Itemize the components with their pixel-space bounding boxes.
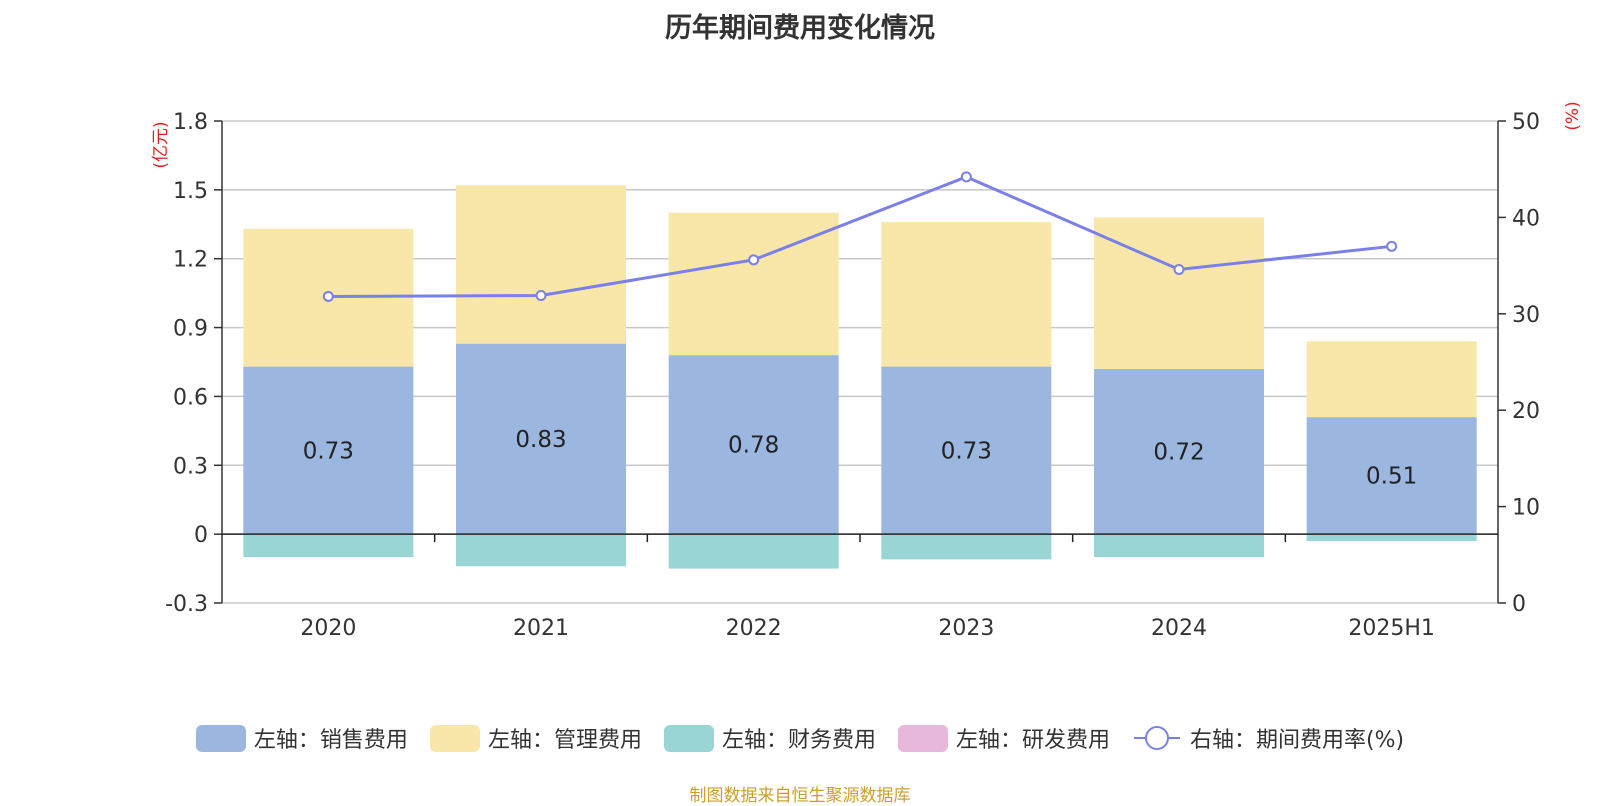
- rate-point-2020: [322, 290, 334, 302]
- legend-label-finance: 左轴：财务费用: [721, 728, 876, 753]
- legend-swatch-rate: [1133, 726, 1180, 750]
- legend-label-rd: 左轴：研发费用: [955, 728, 1110, 753]
- bar-finance-2022: [668, 534, 839, 569]
- y-left-tick-label: 1.8: [173, 110, 208, 135]
- y-right-tick-label: 10: [1512, 496, 1540, 521]
- bar-admin-2024: [1094, 217, 1264, 369]
- y-right-tick-label: 50: [1512, 110, 1540, 135]
- data-label: 0.51: [1366, 464, 1417, 490]
- data-label: 0.73: [941, 438, 992, 464]
- legend-item-sales[interactable]: 左轴：销售费用: [195, 722, 408, 754]
- y-left-tick-label: -0.3: [165, 592, 208, 617]
- bar-sales-2020: [243, 366, 414, 535]
- bar-admin-2022: [668, 212, 839, 356]
- bar-sales-2024: [1094, 368, 1264, 535]
- rate-line: [328, 175, 1392, 298]
- legend-swatch-finance: [663, 724, 714, 752]
- y-right-tick-label: 40: [1512, 206, 1540, 231]
- bar-admin-2021: [456, 185, 626, 344]
- x-tick-label: 2024: [1151, 616, 1207, 641]
- bar-sales-2025H1: [1306, 417, 1477, 535]
- legend-label-admin: 左轴：管理费用: [487, 728, 642, 753]
- bar-sales-2022: [668, 355, 839, 535]
- x-tick-label: 2021: [513, 616, 569, 641]
- chart-canvas: -0.3 0 0.3 0.6 0.9 1.2 1.5 1.8 0 10 20 30 40 50 (亿元) (%…: [151, 101, 1583, 641]
- legend-swatch-rd: [897, 724, 948, 752]
- y-right-tick-label: 20: [1512, 399, 1540, 424]
- data-label: 0.83: [515, 427, 566, 453]
- bar-admin-2023: [881, 221, 1052, 367]
- legend-item-rd[interactable]: 左轴：研发费用: [897, 722, 1110, 754]
- x-tick-label: 2025H1: [1348, 616, 1435, 641]
- y-left-tick-label: 0.3: [173, 454, 208, 479]
- bar-finance-2023: [881, 534, 1052, 560]
- rate-point-2023: [960, 171, 972, 183]
- x-tick-label: 2022: [726, 616, 782, 641]
- y-left-tick-label: 1.2: [173, 248, 208, 273]
- legend-label-sales: 左轴：销售费用: [253, 728, 408, 753]
- data-label: 0.78: [728, 433, 779, 459]
- bar-sales-2023: [881, 366, 1052, 535]
- y-right-tick-label: 0: [1512, 592, 1526, 617]
- y-right-tick-label: 30: [1512, 303, 1540, 328]
- rate-point-2024: [1173, 263, 1185, 275]
- data-label: 0.73: [303, 438, 354, 464]
- data-label: 0.72: [1153, 440, 1204, 466]
- bar-finance-2025H1: [1306, 534, 1477, 542]
- legend-swatch-sales: [195, 724, 246, 752]
- y-left-tick-label: 0: [194, 523, 208, 548]
- legend-item-rate[interactable]: 右轴：期间费用率(%): [1132, 722, 1404, 754]
- y-left-unit: (亿元): [151, 121, 171, 168]
- y-left-tick-label: 1.5: [173, 179, 208, 204]
- bar-admin-2025H1: [1306, 341, 1477, 418]
- rate-point-2021: [535, 289, 547, 301]
- legend-label-rate: 右轴：期间费用率(%): [1189, 728, 1405, 753]
- rate-point-2025H1: [1386, 240, 1398, 252]
- bar-sales-2021: [456, 343, 626, 535]
- source-note: 制图数据来自恒生聚源数据库: [689, 786, 911, 806]
- y-right-unit: (%): [1563, 101, 1583, 130]
- legend-item-admin[interactable]: 左轴：管理费用: [429, 722, 642, 754]
- bar-finance-2021: [456, 534, 626, 567]
- bar-finance-2024: [1094, 534, 1264, 558]
- legend-item-finance[interactable]: 左轴：财务费用: [663, 722, 876, 754]
- legend-swatch-admin: [429, 724, 480, 752]
- chart-title: 历年期间费用变化情况: [665, 13, 935, 44]
- x-tick-label: 2020: [300, 616, 356, 641]
- x-tick-label: 2023: [938, 616, 994, 641]
- rate-point-2022: [748, 254, 760, 266]
- bar-finance-2020: [243, 534, 414, 558]
- y-left-tick-label: 0.6: [173, 385, 208, 410]
- legend: 左轴：销售费用 左轴：管理费用 左轴：财务费用 左轴：研发费用 右轴：期间费用率…: [0, 722, 1600, 754]
- y-left-tick-label: 0.9: [173, 317, 208, 342]
